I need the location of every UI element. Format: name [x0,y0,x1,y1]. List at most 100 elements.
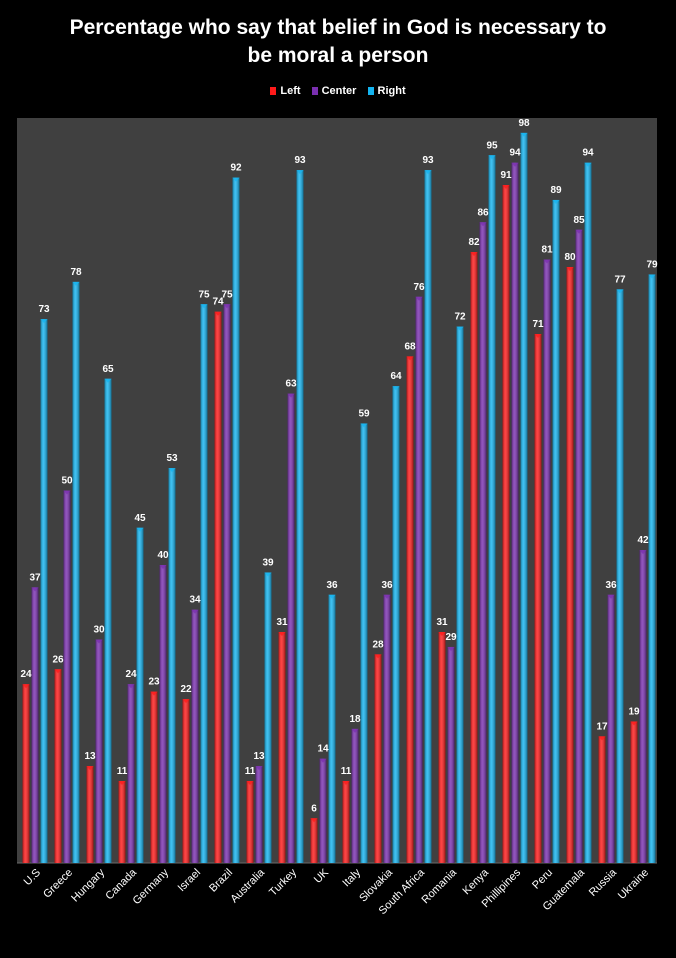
bar-cap-australia-right [264,572,272,577]
bar-cap-u-s-right [40,319,48,324]
bar-shade-romania-center [447,646,455,863]
x-tick-label: Germany [131,866,172,907]
bar-cap-hungary-right [104,378,112,383]
data-label-canada-center: 24 [125,669,137,680]
data-label-israel-left: 22 [180,684,192,695]
data-label-phillipines-right: 98 [518,118,530,129]
bar-cap-greece-right [72,281,80,286]
bar-shade-guatemala-right [584,162,592,863]
bar-cap-israel-center [191,609,199,614]
bar-shade-israel-center [191,609,199,863]
data-label-hungary-center: 30 [93,625,105,636]
legend-swatch-left [270,87,277,95]
x-tick-label: Russia [587,866,620,899]
data-label-russia-right: 77 [614,274,626,285]
data-label-phillipines-center: 94 [509,148,521,159]
data-label-australia-center: 13 [253,751,265,762]
bar-shade-south-africa-center [415,296,423,863]
bar-cap-canada-left [118,781,126,786]
bar-cap-uk-center [319,758,327,763]
x-tick-label: Italy [340,866,363,889]
bar-cap-canada-center [127,684,135,689]
bar-cap-turkey-left [278,632,286,637]
bar-cap-russia-center [607,594,615,599]
bar-shade-israel-right [200,304,208,863]
bar-cap-greece-left [54,669,62,674]
legend-label-right: Right [377,85,406,97]
bar-cap-phillipines-right [520,132,528,137]
bar-cap-hungary-left [86,766,94,771]
bar-cap-romania-center [447,646,455,651]
bar-cap-kenya-center [479,222,487,227]
bar-shade-romania-right [456,326,464,864]
data-label-hungary-left: 13 [84,751,96,762]
bar-shade-brazil-center [223,304,231,863]
bar-shade-south-africa-left [406,356,414,863]
bar-shade-ukraine-center [639,550,647,863]
data-label-greece-center: 50 [61,476,73,487]
bar-cap-peru-left [534,334,542,339]
bar-shade-hungary-left [86,766,94,863]
bar-shade-guatemala-left [566,267,574,863]
x-tick-label: Hungary [69,866,107,904]
bar-shade-peru-center [543,259,551,863]
legend-item-center: Center [311,85,356,97]
data-label-peru-right: 89 [550,185,562,196]
bar-shade-canada-left [118,781,126,863]
data-label-turkey-left: 31 [276,617,288,628]
x-tick-label: Israel [176,867,204,895]
data-label-guatemala-center: 85 [573,215,585,226]
bar-cap-italy-left [342,781,350,786]
data-label-kenya-right: 95 [486,140,498,151]
data-label-brazil-left: 74 [212,297,224,308]
data-label-romania-right: 72 [454,312,466,323]
bar-shade-russia-center [607,594,615,863]
bar-shade-australia-right [264,572,272,863]
bar-cap-brazil-right [232,177,240,182]
data-label-romania-center: 29 [445,632,457,643]
bar-cap-canada-right [136,527,144,532]
data-label-australia-right: 39 [262,557,274,568]
bar-shade-u-s-center [31,587,39,863]
bar-shade-ukraine-left [630,721,638,863]
bar-cap-guatemala-right [584,162,592,167]
bar-cap-italy-right [360,423,368,428]
x-tick-label: UK [312,866,332,886]
bar-shade-kenya-center [479,222,487,864]
data-label-israel-center: 34 [189,595,201,606]
chart-legend: Left Center Right [0,85,676,97]
bar-cap-russia-right [616,289,624,294]
bar-shade-australia-center [255,766,263,863]
bar-shade-brazil-right [232,177,240,864]
data-label-italy-right: 59 [358,408,370,419]
bar-shade-italy-left [342,781,350,863]
bar-shade-canada-right [136,527,144,863]
bar-cap-germany-left [150,691,158,696]
bar-shade-germany-left [150,691,158,863]
chart-title-line-1: Percentage who say that belief in God is… [69,16,607,39]
bar-cap-south-africa-left [406,356,414,361]
x-tick-label: U.S [22,867,43,888]
bar-cap-israel-right [200,304,208,309]
chart-title-line-2: be moral a person [247,44,429,67]
data-label-italy-center: 18 [349,714,361,725]
legend-swatch-right [367,87,374,95]
bar-cap-germany-right [168,468,176,473]
data-label-hungary-right: 65 [102,364,114,375]
data-label-uk-right: 36 [326,580,338,591]
bar-cap-italy-center [351,728,359,733]
bar-cap-ukraine-center [639,550,647,555]
data-label-greece-left: 26 [52,654,64,665]
bar-shade-canada-center [127,684,135,863]
bar-shade-peru-left [534,334,542,863]
data-label-russia-left: 17 [596,721,608,732]
bar-cap-russia-left [598,736,606,741]
x-tick-label: Brazil [207,867,235,895]
bar-cap-phillipines-center [511,162,519,167]
data-label-greece-right: 78 [70,267,82,278]
data-label-slovakia-right: 64 [390,371,402,382]
bar-cap-turkey-center [287,393,295,398]
bar-cap-greece-center [63,490,71,495]
bar-shade-hungary-center [95,639,103,863]
